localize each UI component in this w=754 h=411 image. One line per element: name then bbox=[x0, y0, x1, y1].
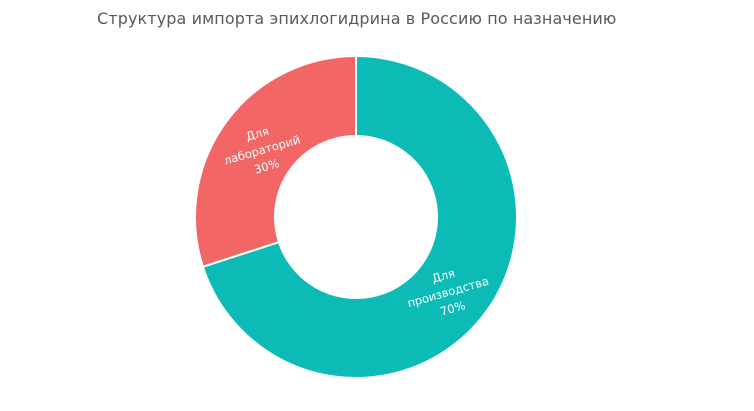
svg-text:70%: 70% bbox=[438, 298, 466, 319]
svg-text:Для: Для bbox=[244, 124, 270, 144]
svg-text:Для: Для bbox=[430, 266, 456, 286]
donut-slice-laboratories[interactable] bbox=[194, 54, 357, 269]
svg-text:30%: 30% bbox=[252, 156, 280, 177]
chart-title: Структура импорта эпихлогидрина в Россию… bbox=[97, 9, 617, 28]
donut-slice-production[interactable] bbox=[201, 54, 518, 379]
